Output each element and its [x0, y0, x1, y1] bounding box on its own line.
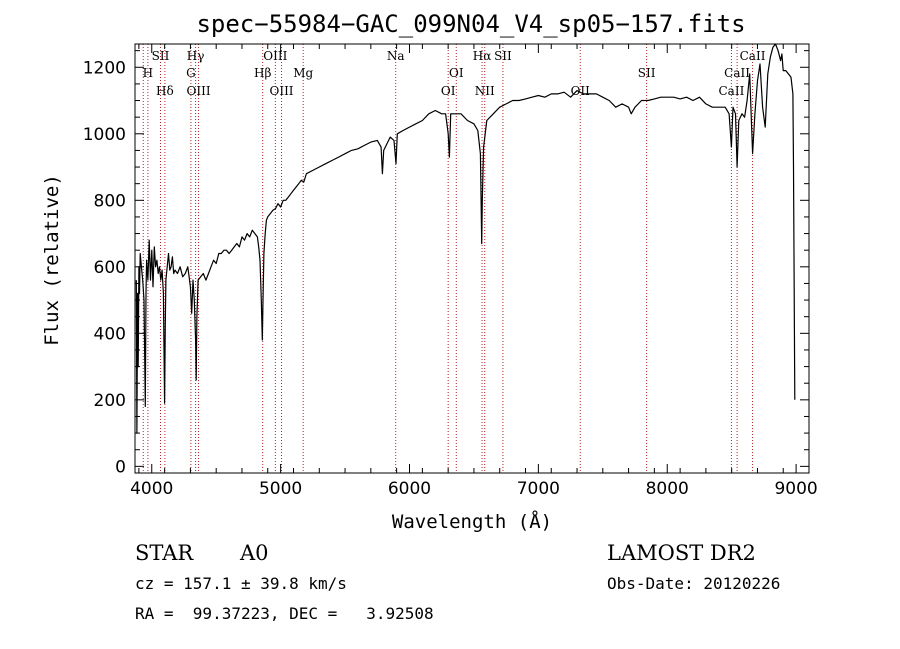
y-axis-ticks: 0 200 400 600 800 1000 1200	[83, 50, 809, 477]
line-label-8: OIII	[269, 84, 293, 98]
spectrum-line	[135, 43, 796, 434]
y-tick-label-3: 600	[94, 258, 126, 278]
line-label-16: OII	[571, 84, 591, 98]
line-label-2: Hδ	[156, 84, 174, 98]
line-label-7: OIII	[263, 49, 287, 63]
line-label-11: OI	[441, 84, 456, 98]
y-tick-label-6: 1200	[83, 58, 126, 78]
x-tick-label-0: 4000	[130, 479, 173, 499]
line-label-5: OIII	[187, 84, 211, 98]
y-tick-label-0: 0	[115, 457, 126, 477]
line-label-3: Hγ	[187, 49, 205, 63]
x-tick-label-1: 5000	[259, 479, 302, 499]
line-label-18: CaII	[719, 84, 745, 98]
redshift-readout: cz = 157.1 ± 39.8 km/s	[135, 574, 347, 593]
x-tick-label-4: 8000	[646, 479, 689, 499]
spectral-line-markers	[142, 44, 754, 473]
x-tick-label-3: 7000	[517, 479, 560, 499]
line-label-6: Hβ	[254, 66, 271, 80]
x-tick-label-2: 6000	[388, 479, 431, 499]
object-subclass: A0	[239, 541, 269, 565]
line-label-1: SII	[152, 49, 170, 63]
line-label-10: Na	[387, 49, 405, 63]
x-tick-label-5: 9000	[774, 479, 817, 499]
line-label-13: NII	[475, 84, 495, 98]
y-tick-label-5: 1000	[83, 125, 126, 145]
y-tick-label-2: 400	[94, 324, 126, 344]
survey-name: LAMOST DR2	[607, 541, 756, 565]
x-axis-ticks: 4000 5000 6000 7000 8000 9000	[130, 44, 818, 499]
line-label-17: SII	[638, 66, 656, 80]
y-axis-label: Flux (relative)	[41, 174, 63, 346]
line-label-20: CaII	[740, 49, 766, 63]
coordinates-readout: RA = 99.37223, DEC = 3.92508	[135, 604, 434, 623]
chart-title: spec−55984−GAC_099N04_V4_sp05−157.fits	[196, 10, 745, 38]
line-label-9: Mg	[293, 66, 313, 80]
plot-frame	[134, 43, 810, 474]
line-label-15: SII	[494, 49, 512, 63]
line-label-12: OI	[449, 66, 464, 80]
x-axis-label: Wavelength (Å)	[392, 510, 552, 533]
line-label-14: Hα	[473, 49, 492, 63]
y-tick-label-4: 800	[94, 191, 126, 211]
obs-date: Obs-Date: 20120226	[607, 574, 780, 593]
line-label-0: H	[143, 66, 153, 80]
line-label-19: CaII	[724, 66, 750, 80]
object-class: STAR	[135, 541, 194, 565]
line-label-4: G	[186, 66, 196, 80]
y-tick-label-1: 200	[94, 391, 126, 411]
